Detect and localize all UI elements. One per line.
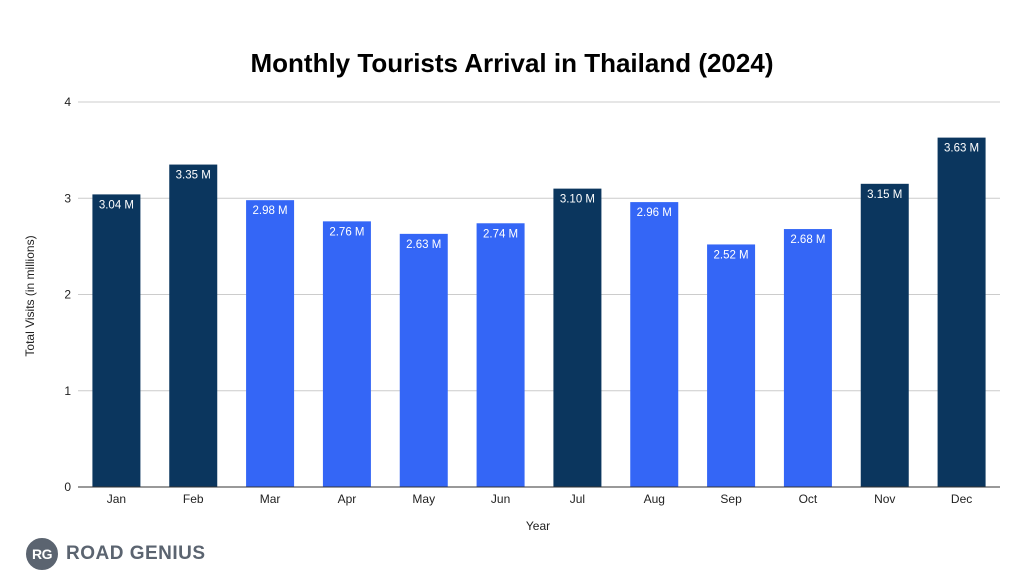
data-label: 2.96 M	[637, 207, 672, 219]
data-label: 2.52 M	[713, 249, 748, 261]
data-label: 3.63 M	[944, 143, 979, 155]
y-tick-label: 1	[64, 384, 71, 398]
x-tick-label: Nov	[874, 492, 895, 506]
x-tick-label: Apr	[338, 492, 357, 506]
bar-aug	[630, 202, 679, 487]
data-label: 3.10 M	[560, 194, 595, 206]
y-tick-label: 4	[64, 95, 71, 109]
y-tick-label: 0	[64, 480, 71, 494]
data-label: 3.35 M	[176, 170, 211, 182]
bar-mar	[246, 200, 295, 488]
y-tick-label: 3	[64, 191, 71, 205]
bar-dec	[937, 137, 986, 488]
bar-apr	[322, 221, 371, 487]
gridlines	[78, 101, 1000, 392]
bar-data-labels: 3.04 M 3.35 M 2.98 M 2.76 M 2.63 M 2.74 M 3.10…	[99, 143, 979, 262]
x-axis-ticks: Jan Feb Mar Apr May Jun Jul Aug Sep Oct Nov Dec	[107, 492, 973, 506]
brand-name: ROAD GENIUS	[66, 543, 206, 564]
bar-jul	[553, 188, 602, 487]
x-tick-label: Mar	[260, 492, 281, 506]
y-axis-title: Total Visits (in millions)	[23, 235, 37, 356]
x-tick-label: Aug	[644, 492, 665, 506]
x-tick-label: Jan	[107, 492, 126, 506]
bars	[92, 137, 986, 488]
data-label: 3.04 M	[99, 199, 134, 211]
x-tick-label: Oct	[799, 492, 818, 506]
data-label: 2.98 M	[252, 205, 287, 217]
bar-may	[399, 233, 448, 487]
x-tick-label: Dec	[951, 492, 972, 506]
road-genius-logo: RG ROAD GENIUS	[26, 537, 206, 571]
data-label: 2.63 M	[406, 239, 441, 251]
chart-title: Monthly Tourists Arrival in Thailand (20…	[251, 48, 774, 78]
bar-jan	[92, 194, 141, 487]
bar-nov	[860, 183, 909, 487]
x-axis-title: Year	[526, 519, 550, 533]
bar-sep	[707, 244, 756, 487]
bar-jun	[476, 223, 525, 487]
x-tick-label: Sep	[720, 492, 742, 506]
bar-oct	[783, 229, 832, 488]
data-label: 3.15 M	[867, 189, 902, 201]
x-tick-label: Jun	[491, 492, 510, 506]
x-tick-label: Jul	[570, 492, 585, 506]
y-axis-ticks: 0 1 2 3 4	[64, 95, 71, 494]
x-tick-label: May	[412, 492, 435, 506]
rg-badge-icon: RG	[26, 538, 58, 570]
data-label: 2.68 M	[790, 234, 825, 246]
x-tick-label: Feb	[183, 492, 204, 506]
bar-feb	[169, 164, 218, 487]
data-label: 2.76 M	[329, 226, 364, 238]
data-label: 2.74 M	[483, 228, 518, 240]
y-tick-label: 2	[64, 288, 71, 302]
